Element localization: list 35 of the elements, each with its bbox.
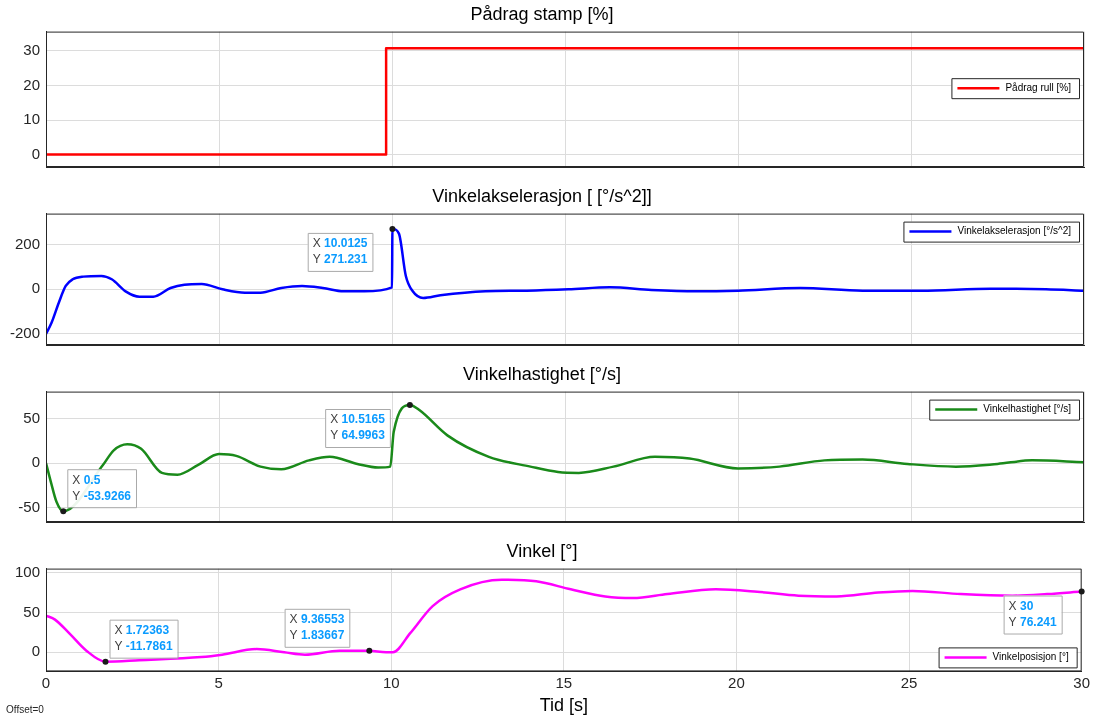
- annotation: X 30 Y 76.241: [1008, 598, 1057, 629]
- y-tick-label: 200: [14, 234, 40, 252]
- text: Offset=0: [6, 704, 44, 715]
- x-tick-label: 20: [728, 673, 745, 691]
- y-tick-label: -200: [9, 324, 40, 342]
- annotation: X 9.36553 Y 1.83667: [289, 612, 345, 643]
- annotation: X 10.0125 Y 271.231: [312, 236, 368, 267]
- legend-label: Vinkelposisjon [°]: [992, 651, 1069, 663]
- y-tick-label: 0: [31, 279, 40, 297]
- x-tick-label: 10: [382, 673, 400, 691]
- chart-title: Vinkelhastighet [°/s]: [463, 363, 621, 384]
- y-tick-label: 30: [23, 41, 40, 59]
- x-axis-title: Tid [s]: [539, 695, 588, 716]
- y-tick-label: -50: [18, 497, 40, 515]
- y-tick-label: 100: [14, 562, 40, 580]
- x-tick-label: 15: [555, 673, 573, 691]
- y-tick-label: 0: [31, 453, 40, 471]
- annotation: X 10.5165 Y 64.9963: [330, 412, 386, 443]
- legend-label: Vinkelakselerasjon [°/s^2]: [957, 225, 1072, 237]
- y-tick-label: 20: [23, 75, 40, 93]
- chart-title: Vinkel [°]: [506, 540, 578, 561]
- annotation: X 1.72363 Y -11.7861: [114, 622, 173, 653]
- y-tick-label: 50: [23, 602, 40, 620]
- y-tick-label: 50: [23, 408, 40, 426]
- y-tick-label: 0: [31, 144, 40, 162]
- x-tick-label: 25: [900, 673, 918, 691]
- legend-label: Vinkelhastighet [°/s]: [983, 403, 1072, 415]
- annotation: X 0.5 Y -53.9266: [72, 472, 132, 503]
- y-tick-label: 10: [23, 110, 40, 128]
- x-tick-label: 30: [1073, 673, 1090, 691]
- legend-label: Pådrag rull [%]: [1005, 81, 1072, 93]
- x-tick-label: 5: [214, 673, 223, 691]
- y-tick-label: 0: [31, 642, 40, 660]
- chart-title: Vinkelakselerasjon [ [°/s^2]]: [432, 185, 652, 206]
- chart-title: Pådrag stamp [%]: [470, 3, 614, 24]
